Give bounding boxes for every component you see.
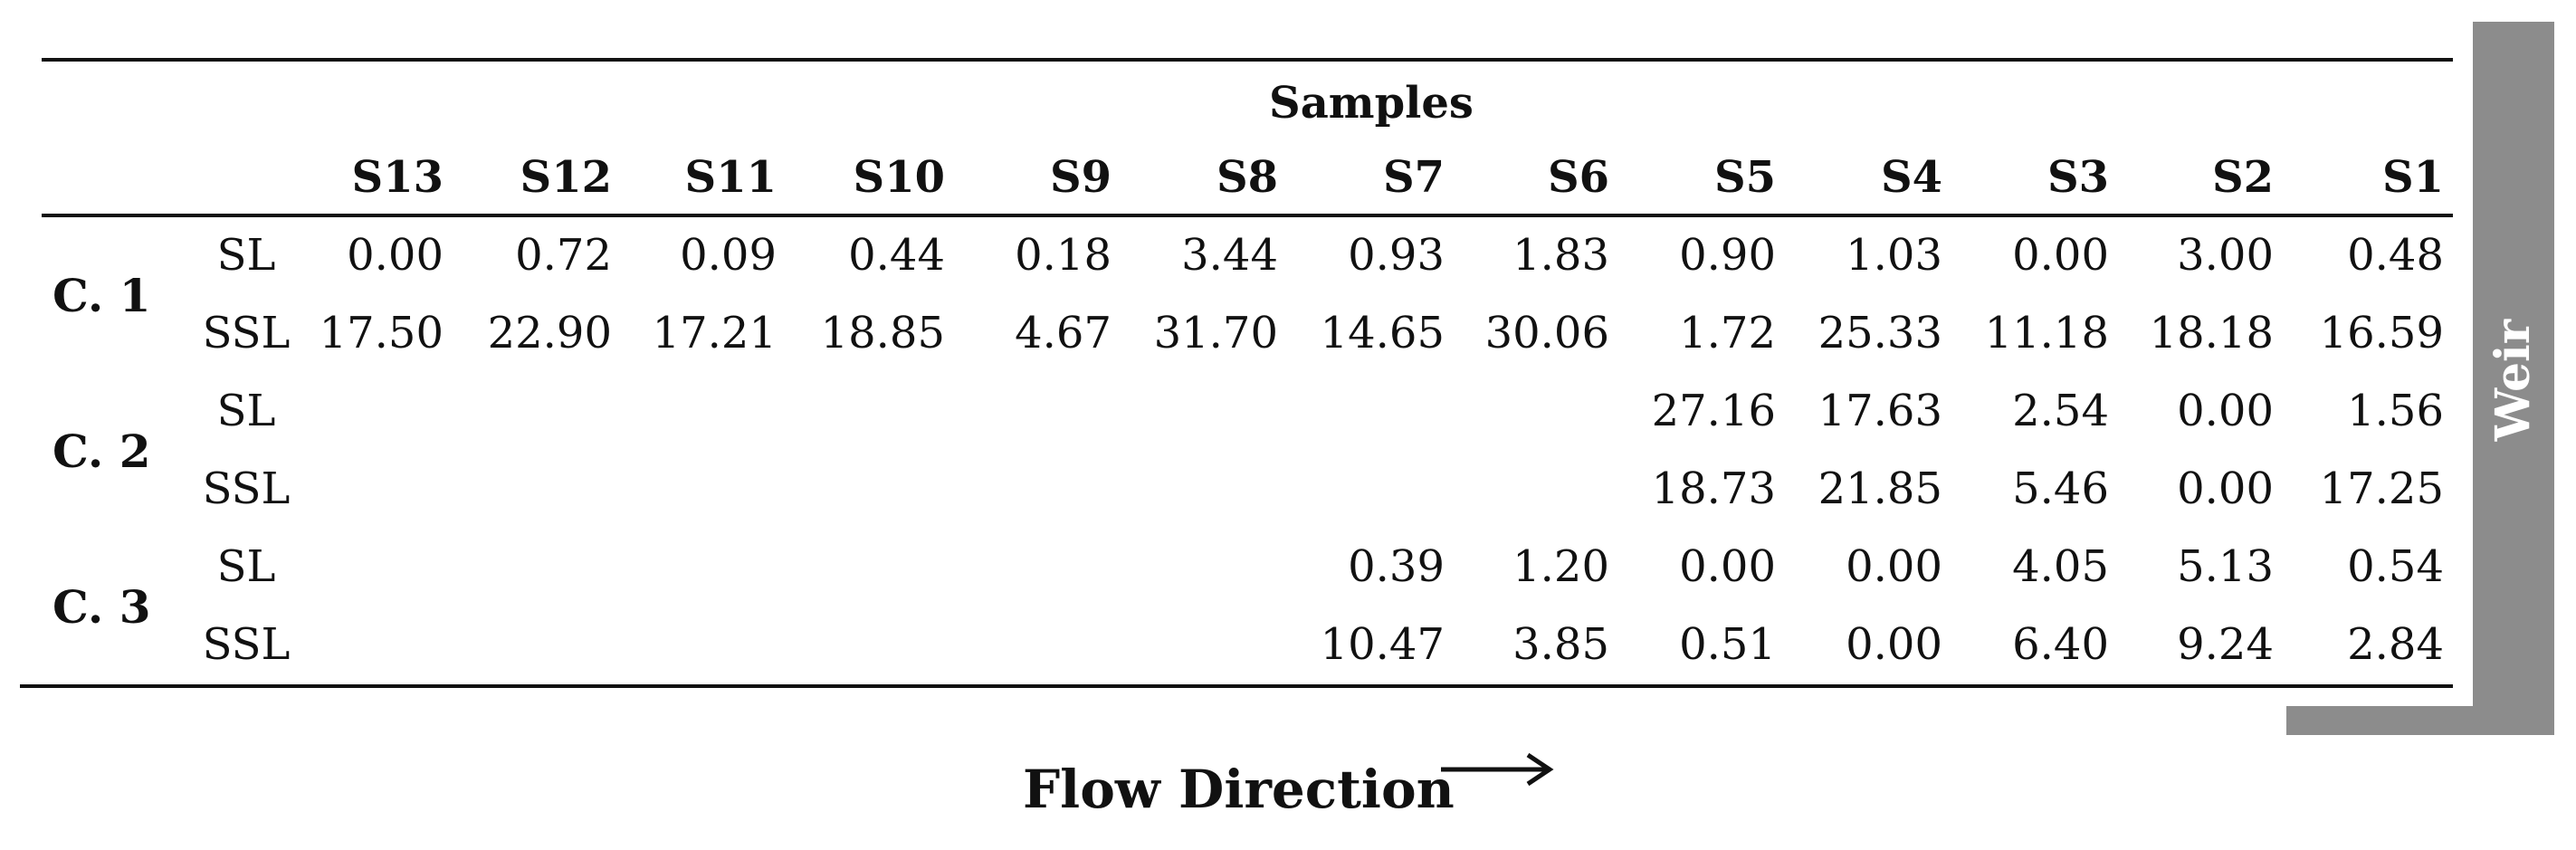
table-cell: 17.21 bbox=[652, 308, 777, 358]
table-cell: 0.90 bbox=[1679, 230, 1776, 281]
table-cell: 31.70 bbox=[1153, 308, 1278, 358]
table-cell: 5.13 bbox=[2177, 541, 2274, 592]
table-cell: 25.33 bbox=[1818, 308, 1942, 358]
weir-label: Weir bbox=[2485, 319, 2541, 442]
table-cell: 14.65 bbox=[1320, 308, 1445, 358]
flow-direction-label: Flow Direction bbox=[1023, 759, 1455, 820]
row-label: SL bbox=[216, 230, 276, 281]
table-cell: 0.51 bbox=[1679, 619, 1776, 670]
table-cell: 18.73 bbox=[1651, 463, 1776, 514]
table-cell: 0.54 bbox=[2347, 541, 2444, 592]
column-header-s8: S8 bbox=[1216, 152, 1278, 203]
arrow-right-icon bbox=[1441, 752, 1554, 787]
table-cell: 1.72 bbox=[1679, 308, 1776, 358]
table-cell: 0.00 bbox=[1846, 541, 1942, 592]
table-cell: 1.03 bbox=[1846, 230, 1942, 281]
table-cell: 0.48 bbox=[2347, 230, 2444, 281]
table-cell: 0.00 bbox=[2177, 386, 2274, 436]
row-label: SSL bbox=[202, 463, 291, 514]
group-label: C. 1 bbox=[52, 269, 151, 322]
table-cell: 3.85 bbox=[1512, 619, 1609, 670]
table-cell: 17.63 bbox=[1818, 386, 1942, 436]
row-label: SL bbox=[216, 386, 276, 436]
column-header-s9: S9 bbox=[1049, 152, 1111, 203]
weir-base bbox=[2286, 706, 2554, 735]
table-cell: 0.00 bbox=[2012, 230, 2109, 281]
table-cell: 22.90 bbox=[487, 308, 612, 358]
row-label: SL bbox=[216, 541, 276, 592]
column-header-s3: S3 bbox=[2046, 152, 2109, 203]
table-cell: 21.85 bbox=[1818, 463, 1942, 514]
column-header-s13: S13 bbox=[351, 152, 444, 203]
table-cell: 3.00 bbox=[2177, 230, 2274, 281]
header-rule bbox=[42, 214, 2453, 217]
column-header-s12: S12 bbox=[520, 152, 612, 203]
table-cell: 18.18 bbox=[2149, 308, 2274, 358]
column-header-s6: S6 bbox=[1547, 152, 1609, 203]
bottom-rule bbox=[20, 684, 2453, 688]
table-cell: 0.39 bbox=[1348, 541, 1445, 592]
table-cell: 0.93 bbox=[1348, 230, 1445, 281]
table-cell: 0.44 bbox=[848, 230, 945, 281]
column-header-s11: S11 bbox=[684, 152, 777, 203]
table-cell: 27.16 bbox=[1651, 386, 1776, 436]
table-cell: 0.00 bbox=[347, 230, 444, 281]
table-cell: 2.54 bbox=[2012, 386, 2109, 436]
table-cell: 9.24 bbox=[2177, 619, 2274, 670]
table-cell: 17.25 bbox=[2319, 463, 2444, 514]
weir-wall bbox=[2473, 22, 2554, 735]
table-cell: 2.84 bbox=[2347, 619, 2444, 670]
top-rule bbox=[42, 58, 2453, 62]
table-cell: 1.56 bbox=[2347, 386, 2444, 436]
table-cell: 17.50 bbox=[319, 308, 444, 358]
table-cell: 0.18 bbox=[1015, 230, 1111, 281]
column-header-s10: S10 bbox=[853, 152, 945, 203]
column-header-s4: S4 bbox=[1880, 152, 1942, 203]
table-cell: 3.44 bbox=[1181, 230, 1278, 281]
table-cell: 4.05 bbox=[2012, 541, 2109, 592]
table-cell: 16.59 bbox=[2319, 308, 2444, 358]
table-cell: 1.83 bbox=[1512, 230, 1609, 281]
table-cell: 1.20 bbox=[1512, 541, 1609, 592]
row-label: SSL bbox=[202, 619, 291, 670]
table-cell: 6.40 bbox=[2012, 619, 2109, 670]
table-cell: 4.67 bbox=[1015, 308, 1111, 358]
table-cell: 5.46 bbox=[2012, 463, 2109, 514]
table-cell: 0.72 bbox=[515, 230, 612, 281]
table-cell: 0.09 bbox=[680, 230, 777, 281]
row-label: SSL bbox=[202, 308, 291, 358]
table-cell: 0.00 bbox=[1846, 619, 1942, 670]
group-label: C. 3 bbox=[52, 580, 151, 634]
column-header-s5: S5 bbox=[1713, 152, 1776, 203]
table-cell: 11.18 bbox=[1984, 308, 2109, 358]
table-cell: 0.00 bbox=[2177, 463, 2274, 514]
table-cell: 10.47 bbox=[1320, 619, 1445, 670]
column-header-s1: S1 bbox=[2381, 152, 2444, 203]
table-cell: 30.06 bbox=[1484, 308, 1609, 358]
column-header-s2: S2 bbox=[2211, 152, 2274, 203]
samples-header: Samples bbox=[1269, 78, 1474, 129]
table-cell: 18.85 bbox=[820, 308, 945, 358]
group-label: C. 2 bbox=[52, 425, 151, 478]
column-header-s7: S7 bbox=[1382, 152, 1445, 203]
table-cell: 0.00 bbox=[1679, 541, 1776, 592]
